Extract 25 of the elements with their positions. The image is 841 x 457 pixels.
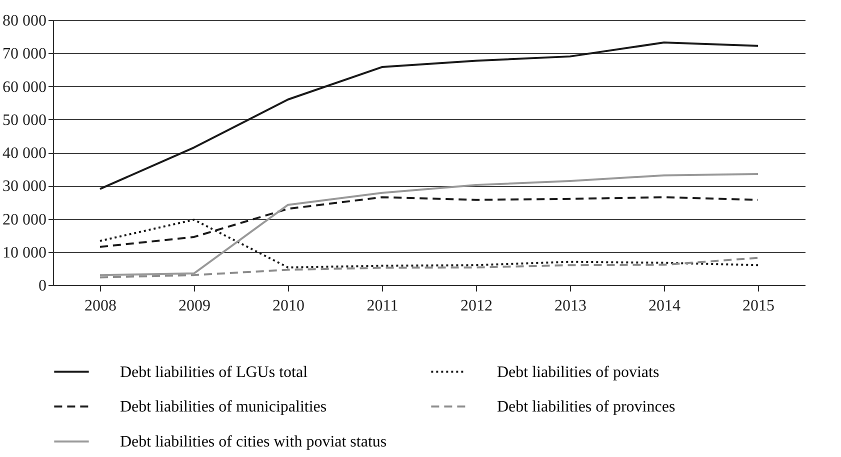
x-tick-label: 2009 (178, 298, 210, 314)
x-tick-label: 2015 (742, 298, 774, 314)
y-tick-label: 0 (38, 278, 46, 294)
x-tick-label: 2008 (84, 298, 116, 314)
legend-label: Debt liabilities of LGUs total (120, 364, 308, 381)
x-tick-label: 2010 (272, 298, 304, 314)
x-tick-label: 2013 (554, 298, 586, 314)
x-tick-label: 2011 (366, 298, 398, 314)
legend-label: Debt liabilities of poviats (497, 364, 660, 381)
legend-label: Debt liabilities of cities with poviat status (120, 434, 387, 450)
y-tick-label: 60 000 (2, 78, 46, 96)
legend-label: Debt liabilities of provinces (497, 398, 676, 416)
y-tick-label: 40 000 (2, 145, 46, 162)
y-tick-label: 10 000 (2, 244, 46, 262)
y-tick-label: 70 000 (2, 46, 46, 63)
line-series (99, 256, 759, 278)
y-tick-label: 30 000 (2, 178, 46, 196)
x-tick-label: 2014 (648, 298, 680, 314)
line-series (99, 173, 759, 276)
y-tick-label: 20 000 (2, 211, 46, 228)
y-tick-label: 80 000 (2, 12, 46, 30)
legend-label: Debt liabilities of municipalities (120, 398, 327, 416)
x-tick-label: 2012 (460, 298, 492, 314)
line-series (99, 42, 759, 190)
y-tick-label: 50 000 (2, 112, 46, 129)
